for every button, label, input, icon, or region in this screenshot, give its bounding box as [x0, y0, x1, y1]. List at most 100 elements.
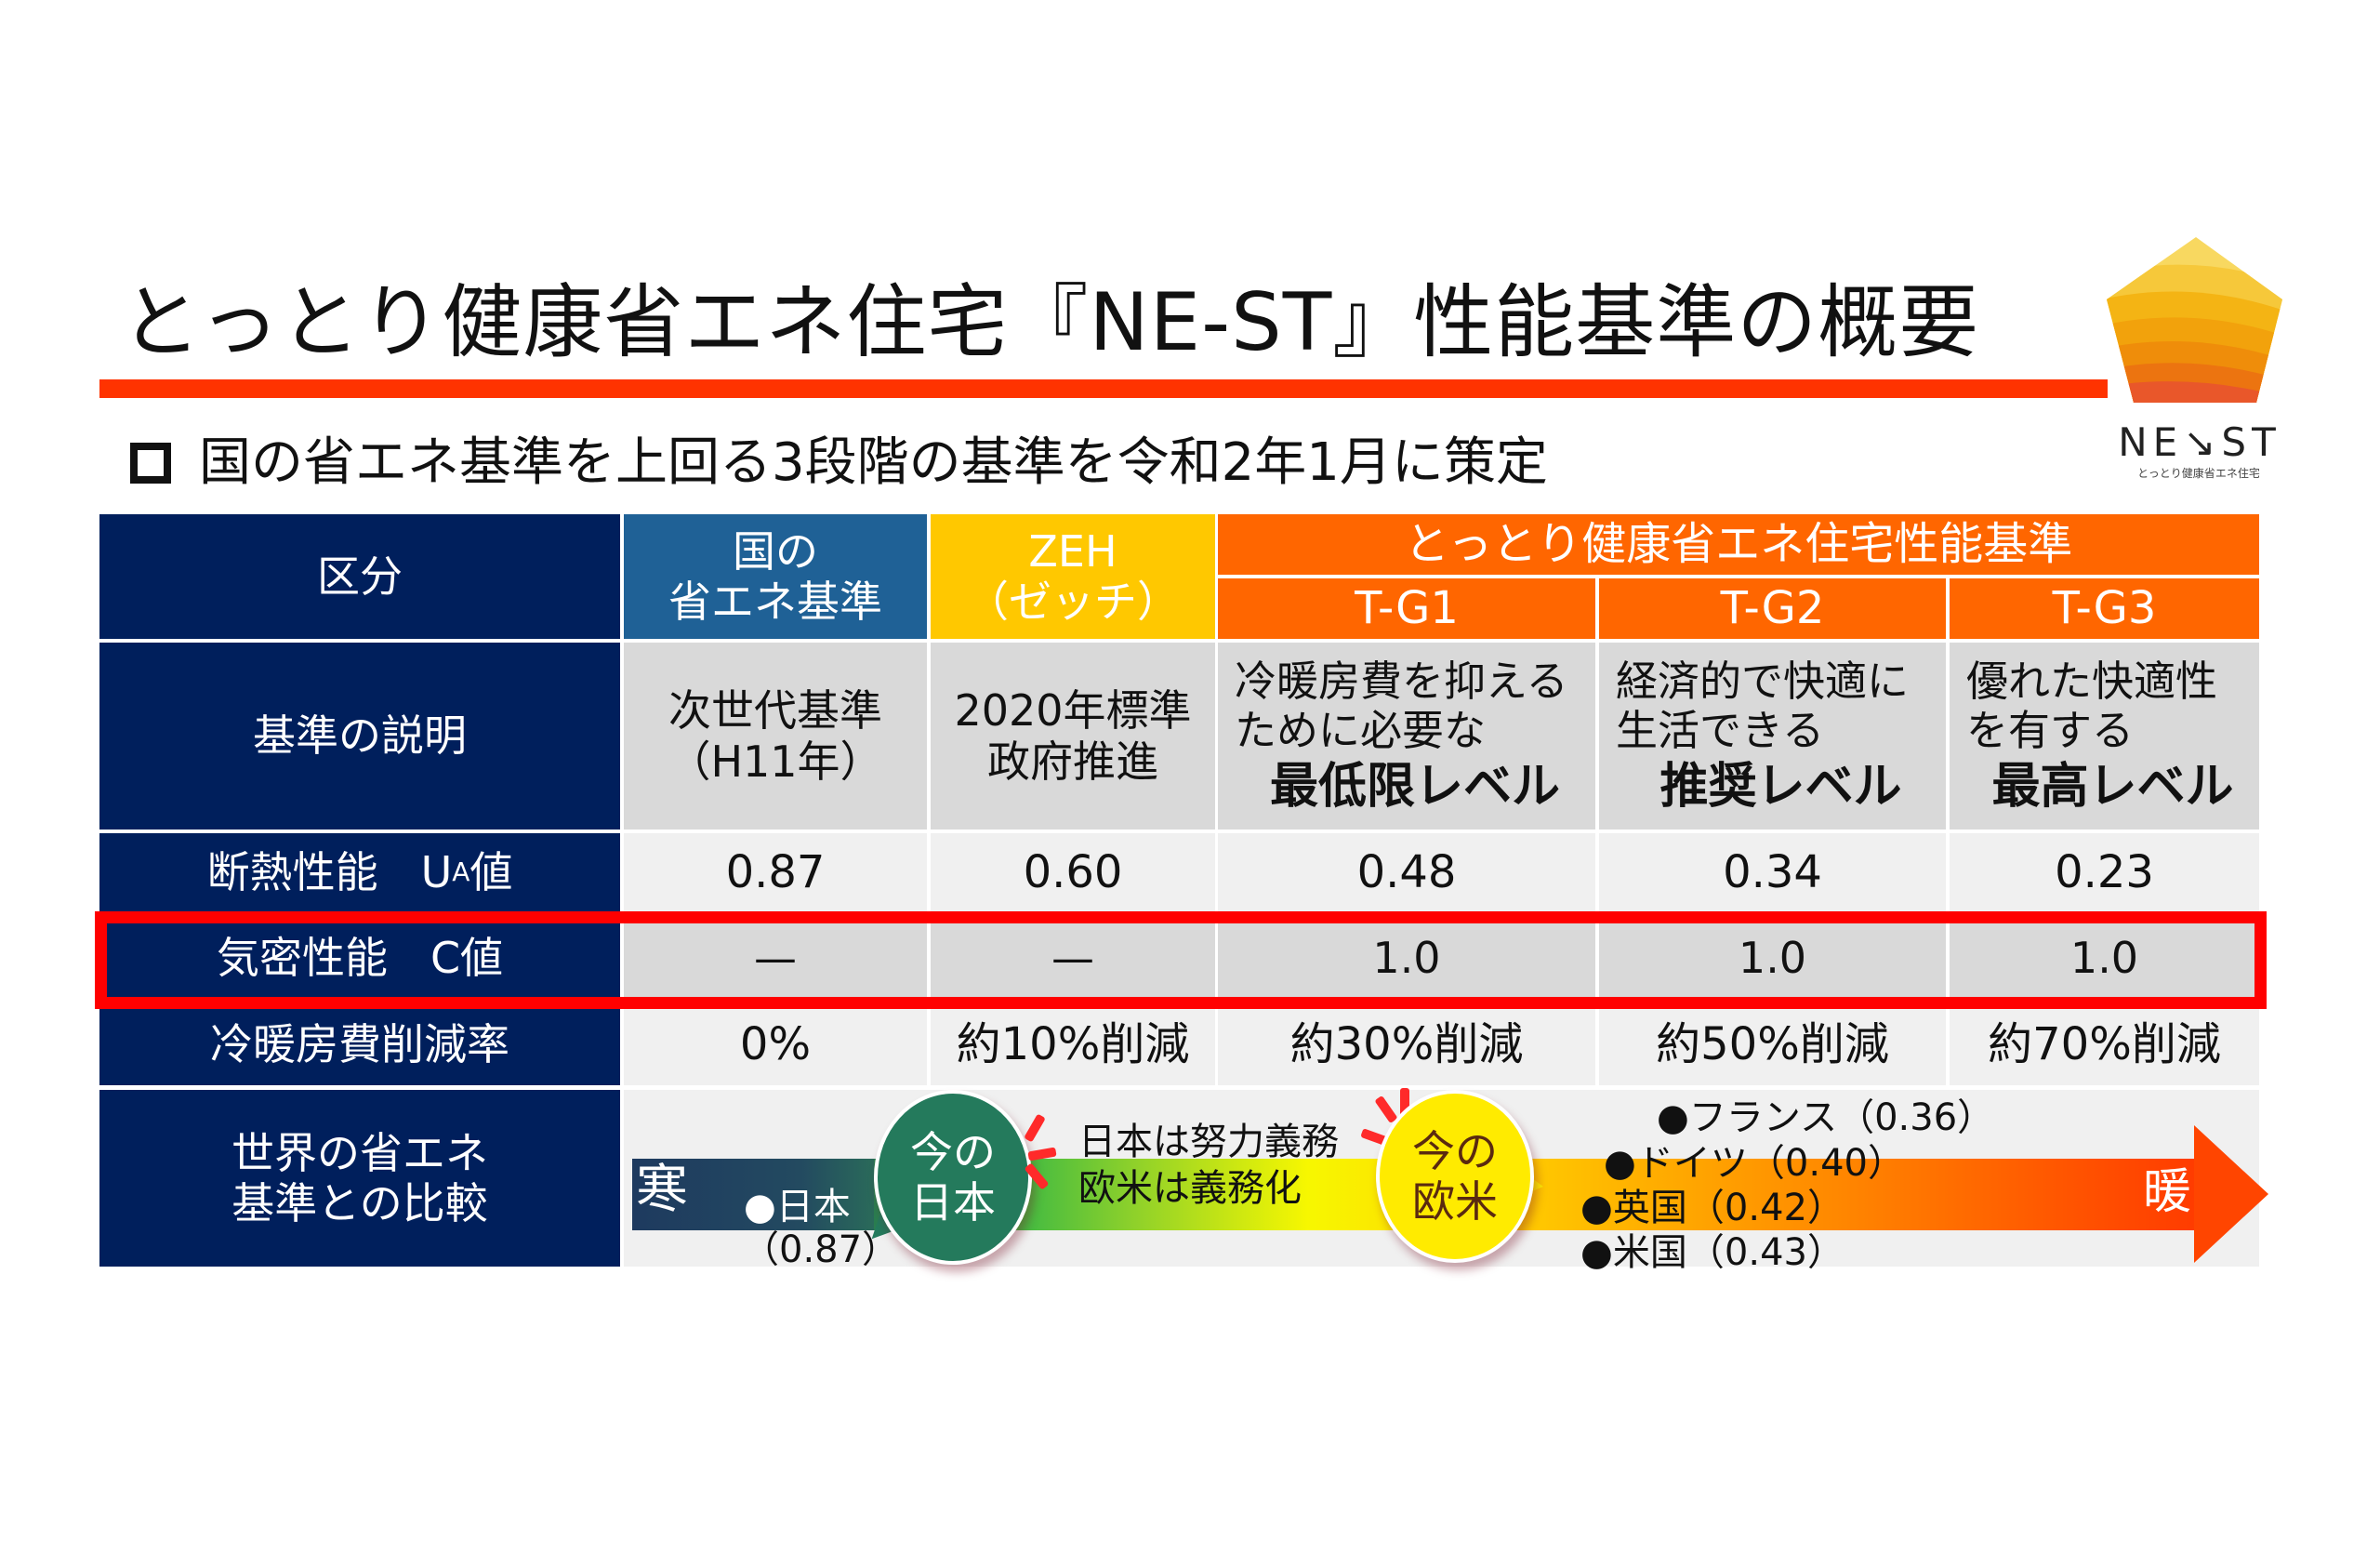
desc-line2: を有する [1966, 705, 2135, 755]
subtitle: 国の省エネ基準を上回る3段階の基準を令和2年1月に策定 [130, 430, 1548, 497]
page-title: とっとり健康省エネ住宅『NE-ST』性能基準の概要 [121, 276, 1980, 369]
cost-national: 0% [624, 1004, 927, 1085]
row-label-airtightness: 気密性能 C値 [99, 915, 620, 1001]
row-label-world-comparison: 世界の省エネ 基準との比較 [99, 1090, 620, 1267]
desc-line1: 冷暖房費を抑える [1235, 656, 1568, 706]
ua-tg2: 0.34 [1599, 833, 1946, 911]
cost-value: 約30%削減 [1289, 1018, 1524, 1071]
row-label-text: 基準の説明 [253, 710, 467, 762]
desc-level: 最低限レベル [1269, 758, 1560, 815]
logo-wordmark: NE↘ST [2118, 419, 2281, 465]
c-tg3: 1.0 [1950, 915, 2259, 1001]
logo-tagline: とっとり健康省エネ住宅 [2137, 467, 2260, 480]
ua-label-subscript: A [452, 856, 470, 888]
c-value: 1.0 [1372, 932, 1441, 983]
subtitle-text: 国の省エネ基準を上回る3段階の基準を令和2年1月に策定 [199, 432, 1548, 493]
cost-value: 約10%削減 [956, 1018, 1190, 1071]
c-zeh: — [931, 915, 1215, 1001]
row-label-text: 気密性能 C値 [216, 932, 504, 983]
desc-tg3: 優れた快適性 を有する 最高レベル [1950, 643, 2259, 830]
airtightness-highlight-box [95, 911, 2267, 1009]
desc-line1: 2020年標準 [954, 685, 1192, 737]
cost-value: 約50%削減 [1656, 1018, 1889, 1071]
header-tg3: T-G3 [1950, 578, 2259, 639]
desc-line2: 生活できる [1616, 705, 1825, 755]
row-label-line1: 世界の省エネ [231, 1127, 488, 1178]
bubble-current-west: 今の 欧米 [1376, 1090, 1534, 1263]
desc-zeh: 2020年標準 政府推進 [931, 643, 1215, 830]
row-label-cost-reduction: 冷暖房費削減率 [99, 1004, 620, 1085]
row-label-line2: 基準との比較 [231, 1178, 488, 1228]
header-category-label: 区分 [317, 551, 403, 602]
square-bullet-icon [130, 443, 171, 484]
header-tg2: T-G2 [1599, 578, 1946, 639]
ua-zeh: 0.60 [931, 833, 1215, 911]
header-zeh: ZEH （ゼッチ） [931, 514, 1215, 639]
header-tg2-label: T-G2 [1720, 582, 1825, 635]
row-label-description: 基準の説明 [99, 643, 620, 830]
ua-tg3: 0.23 [1950, 833, 2259, 911]
cold-bar [632, 1159, 874, 1230]
ua-value: 0.23 [2055, 845, 2154, 898]
c-value: — [1051, 932, 1094, 983]
ua-value: 0.60 [1023, 845, 1123, 898]
desc-line1: 次世代基準 [668, 685, 882, 737]
country-uk: ●英国（0.42） [1580, 1187, 1844, 1229]
cold-label: 寒 [636, 1160, 688, 1220]
ua-value: 0.48 [1356, 845, 1457, 898]
desc-line2: ために必要な [1235, 705, 1487, 755]
obligation-note: 日本は努力義務 欧米は義務化 [1078, 1119, 1339, 1212]
bubble-line1: 今の [1412, 1126, 1498, 1176]
c-value: 1.0 [2069, 932, 2139, 983]
desc-line2: 政府推進 [987, 736, 1158, 787]
country-usa: ●米国（0.43） [1580, 1231, 1844, 1274]
nest-logo-icon [2107, 237, 2282, 403]
cost-tg3: 約70%削減 [1950, 1004, 2259, 1085]
country-germany: ●ドイツ（0.40） [1604, 1142, 1905, 1185]
desc-national: 次世代基準 （H11年） [624, 643, 927, 830]
cost-tg2: 約50%削減 [1599, 1004, 1946, 1085]
ua-tg1: 0.48 [1218, 833, 1595, 911]
emphasis-mark-icon [1400, 1088, 1409, 1116]
japan-value: （0.87） [742, 1228, 900, 1271]
title-underline [99, 379, 2108, 398]
warm-label: 暖 [2143, 1164, 2192, 1220]
japan-point: ●日本 [744, 1186, 851, 1228]
obligation-line1: 日本は努力義務 [1078, 1121, 1339, 1163]
cost-value: 約70%削減 [1988, 1018, 2221, 1071]
bubble-line2: 日本 [910, 1177, 996, 1228]
ua-national: 0.87 [624, 833, 927, 911]
header-category: 区分 [99, 514, 620, 639]
bubble-line1: 今の [910, 1127, 996, 1177]
desc-tg1: 冷暖房費を抑える ために必要な 最低限レベル [1218, 643, 1595, 830]
c-national: — [624, 915, 927, 1001]
cost-value: 0% [739, 1018, 812, 1071]
bubble-current-japan: 今の 日本 [874, 1090, 1032, 1265]
c-tg2: 1.0 [1599, 915, 1946, 1001]
desc-line2: （H11年） [668, 736, 883, 787]
c-value: 1.0 [1738, 932, 1807, 983]
desc-line1: 優れた快適性 [1966, 656, 2218, 706]
header-national-standard: 国の 省エネ基準 [624, 514, 927, 639]
c-tg1: 1.0 [1218, 915, 1595, 1001]
obligation-line2: 欧米は義務化 [1078, 1167, 1302, 1210]
header-national-line1: 国の [733, 525, 818, 577]
cost-zeh: 約10%削減 [931, 1004, 1215, 1085]
ua-label-tail: 値 [469, 846, 513, 897]
desc-level: 最高レベル [1991, 758, 2234, 815]
ua-value: 0.87 [725, 845, 826, 898]
desc-line1: 経済的で快適に [1616, 656, 1910, 706]
row-label-text: 冷暖房費削減率 [210, 1019, 509, 1070]
header-tottori-group: とっとり健康省エネ住宅性能基準 [1218, 514, 2259, 575]
c-value: — [754, 932, 797, 983]
ua-value: 0.34 [1723, 845, 1822, 898]
header-national-line2: 省エネ基準 [668, 577, 882, 627]
ua-label-main: 断熱性能 U [206, 846, 453, 897]
country-france: ●フランス（0.36） [1657, 1096, 1995, 1139]
header-tottori-label: とっとり健康省エネ住宅性能基準 [1404, 518, 2073, 571]
desc-tg2: 経済的で快適に 生活できる 推奨レベル [1599, 643, 1946, 830]
desc-level: 推奨レベル [1659, 758, 1902, 815]
header-tg1: T-G1 [1218, 578, 1595, 639]
header-tg3-label: T-G3 [2052, 582, 2157, 635]
